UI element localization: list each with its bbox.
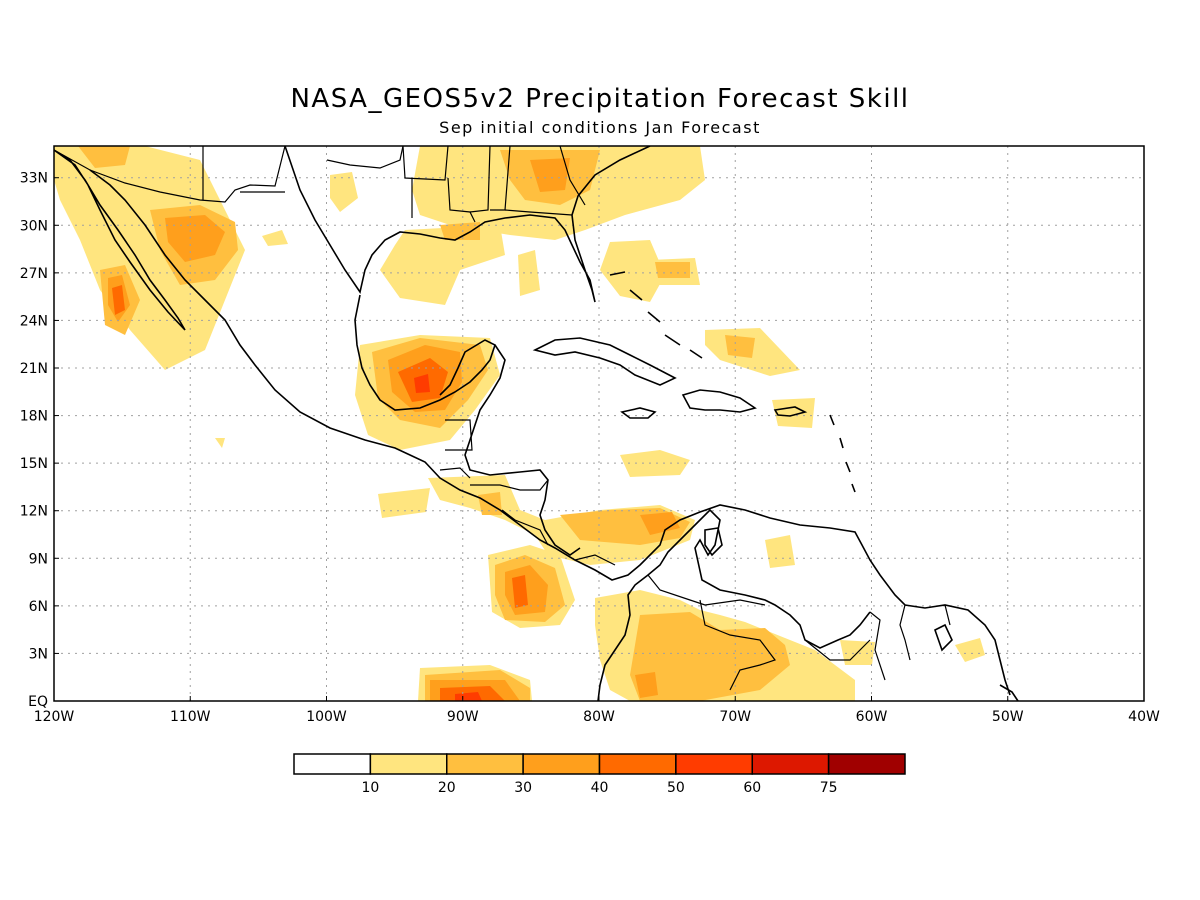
lon-label: 70W	[719, 709, 751, 725]
colorbar-swatch	[522, 753, 601, 775]
colorbar-swatch	[675, 753, 753, 775]
colorbar-swatch	[446, 753, 524, 775]
lat-label: 3N	[29, 646, 48, 662]
colorbar-swatch	[827, 753, 906, 775]
map-title: NASA_GEOS5v2 Precipitation Forecast Skil…	[290, 84, 910, 114]
lat-label: EQ	[28, 694, 48, 710]
colorbar-label: 50	[667, 780, 685, 796]
colorbar-label: 60	[743, 780, 761, 796]
map-subtitle: Sep initial conditions Jan Forecast	[439, 118, 761, 137]
colorbar-label: 40	[591, 780, 609, 796]
lat-label: 21N	[20, 361, 48, 377]
lon-label: 120W	[34, 709, 75, 725]
lat-label: 30N	[20, 218, 48, 234]
lon-label: 50W	[992, 709, 1024, 725]
lat-label: 24N	[20, 313, 48, 329]
lat-label: 9N	[29, 551, 48, 567]
colorbar-label: 30	[514, 780, 532, 796]
lat-label: 27N	[20, 266, 48, 282]
colorbar-swatch	[369, 753, 448, 775]
colorbar: 10 20 30 40 50 60 75	[293, 753, 906, 796]
lat-label: 12N	[20, 504, 48, 520]
lon-label: 100W	[306, 709, 347, 725]
colorbar-swatch	[598, 753, 677, 775]
skill-shading	[54, 146, 985, 701]
colorbar-swatch	[293, 753, 372, 775]
colorbar-swatch	[751, 753, 830, 775]
skill-level-50	[414, 374, 482, 701]
lon-label: 40W	[1128, 709, 1160, 725]
colorbar-label: 75	[820, 780, 838, 796]
lon-label: 80W	[583, 709, 615, 725]
lat-label: 18N	[20, 409, 48, 425]
lon-label: 60W	[856, 709, 888, 725]
latitude-labels: 33N 30N 27N 24N 21N 18N 15N 12N 9N 6N 3N EQ	[20, 171, 59, 710]
longitude-labels: 120W 110W 100W 90W 80W 70W 60W 50W 40W	[34, 696, 1160, 725]
lon-label: 90W	[447, 709, 479, 725]
lat-label: 6N	[29, 599, 48, 615]
lat-label: 15N	[20, 456, 48, 472]
colorbar-label: 20	[438, 780, 456, 796]
lon-label: 110W	[170, 709, 211, 725]
coastlines	[54, 146, 1019, 701]
colorbar-label: 10	[361, 780, 379, 796]
political-borders	[54, 146, 951, 691]
lat-label: 33N	[20, 171, 48, 187]
